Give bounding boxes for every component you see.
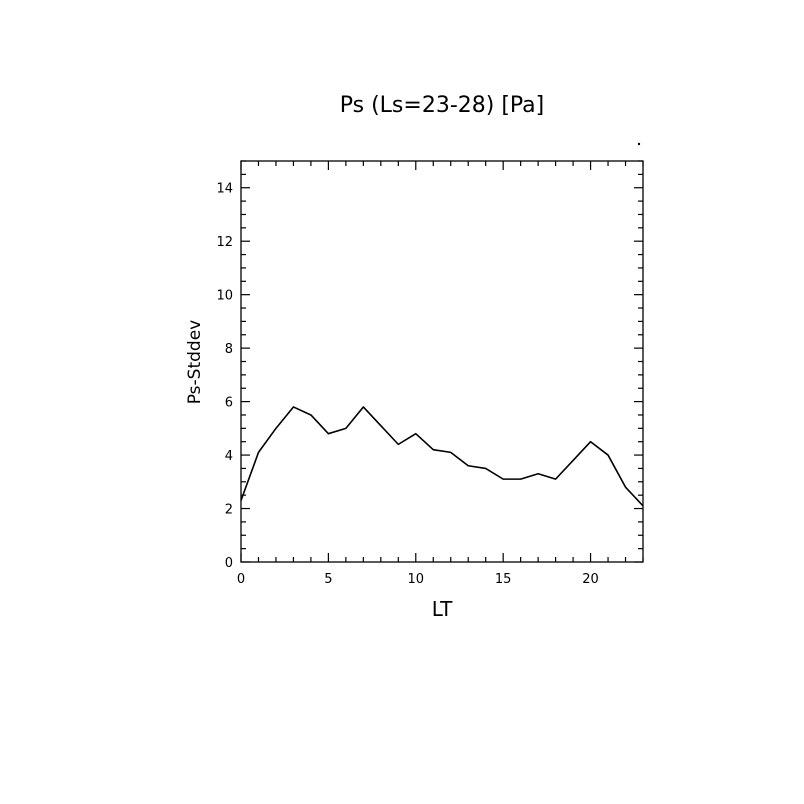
x-tick-label: 10 [408, 572, 425, 587]
series-line [240, 406, 644, 507]
y-tick-label: 12 [216, 235, 233, 250]
chart-title: Ps (Ls=23-28) [Pa] [340, 93, 545, 118]
plot-area [240, 160, 644, 563]
y-tick-label: 8 [225, 342, 233, 357]
y-tick-label: 14 [216, 182, 233, 197]
plot-frame [240, 160, 644, 563]
series-layer [240, 406, 644, 507]
y-axis-label: Ps-Stddev [185, 320, 205, 405]
x-tick-label: 5 [324, 572, 332, 587]
x-axis-label: LT [432, 597, 453, 621]
y-tick-label: 6 [225, 396, 233, 411]
y-tick-label: 2 [225, 503, 233, 518]
tick-labels: 0 5 10 15 20 0 2 4 6 8 10 12 14 [216, 182, 598, 587]
x-tick-label: 15 [495, 572, 512, 587]
corner-dot-mark [637, 142, 641, 146]
y-tick-label: 10 [216, 289, 233, 304]
y-tick-label: 4 [225, 449, 233, 464]
x-tick-label: 0 [237, 572, 245, 587]
y-tick-label: 0 [225, 556, 233, 571]
x-tick-label: 20 [582, 572, 599, 587]
axis-ticks [240, 160, 644, 563]
